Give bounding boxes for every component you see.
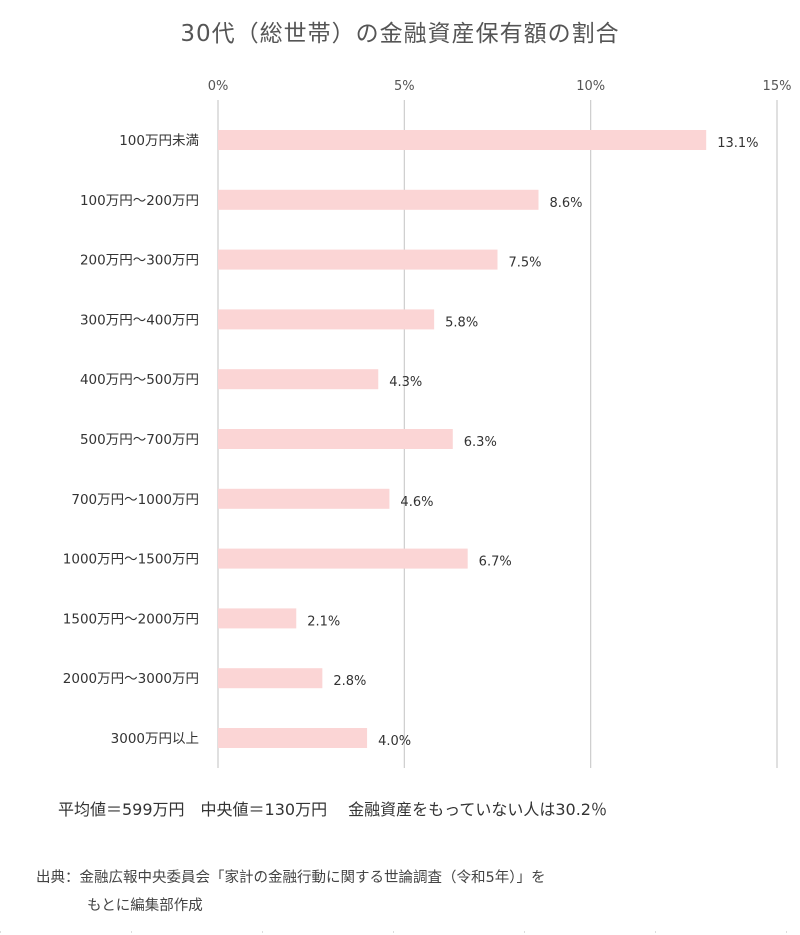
category-labels: 100万円未満 100万円〜200万円 200万円〜300万円 300万円〜400万円… [63, 133, 199, 747]
category-label: 2000万円〜3000万円 [63, 671, 199, 687]
bar [218, 488, 390, 509]
category-label: 500万円〜700万円 [80, 432, 199, 448]
category-label: 1500万円〜2000万円 [63, 611, 199, 627]
bar [218, 249, 498, 270]
x-axis-ticks: 0% 5% 10% 15% [208, 79, 792, 94]
bar [218, 189, 539, 210]
bar [218, 130, 707, 150]
bar [218, 668, 323, 689]
chart-title: 30代（総世帯）の金融資産保有額の割合 [180, 21, 620, 47]
summary-text: 平均値＝599万円 中央値＝130万円 金融資産をもっていない人は30.2％ [58, 800, 607, 819]
x-tick-label: 10% [576, 79, 605, 94]
data-label: 2.8% [333, 674, 366, 689]
bar [218, 608, 297, 629]
bar [218, 548, 468, 569]
source-line-2: もとに編集部作成 [87, 898, 203, 914]
data-label: 7.5% [509, 256, 542, 271]
source-line-1: 出典：金融広報中央委員会「家計の金融行動に関する世論調査（令和5年）」を [36, 870, 546, 886]
bar [218, 369, 379, 390]
x-tick-label: 5% [394, 79, 415, 94]
data-label: 13.1% [717, 136, 758, 151]
x-tick-label: 15% [763, 79, 792, 94]
x-tick-label: 0% [208, 79, 229, 94]
category-label: 3000万円以上 [111, 731, 199, 747]
data-label: 2.1% [307, 614, 340, 629]
bars [218, 130, 707, 748]
bar [218, 728, 368, 748]
data-label: 4.0% [378, 734, 411, 749]
category-label: 200万円〜300万円 [80, 253, 199, 269]
data-labels: 13.1% 8.6% 7.5% 5.8% 4.3% 6.3% 4.6% 6.7% 2.1% 2.8… [307, 136, 758, 749]
category-label: 1000万円〜1500万円 [63, 552, 199, 568]
data-label: 6.7% [479, 555, 512, 570]
bar-chart: 0% 5% 10% 15% 100万円未満 100万円〜200万円 200万円〜300万円… [63, 79, 792, 768]
category-label: 400万円〜500万円 [80, 372, 199, 388]
category-label: 300万円〜400万円 [80, 312, 199, 328]
bottom-dotted-border [0, 931, 800, 933]
bar [218, 309, 435, 330]
bar [218, 429, 453, 449]
data-label: 5.8% [445, 315, 478, 330]
category-label: 700万円〜1000万円 [71, 492, 199, 508]
data-label: 6.3% [464, 435, 497, 450]
data-label: 8.6% [549, 196, 582, 211]
data-label: 4.6% [400, 495, 433, 510]
data-label: 4.3% [389, 375, 422, 390]
category-label: 100万円〜200万円 [80, 193, 199, 209]
category-label: 100万円未満 [119, 133, 199, 149]
source-note: 出典：金融広報中央委員会「家計の金融行動に関する世論調査（令和5年）」を もとに… [36, 864, 545, 920]
